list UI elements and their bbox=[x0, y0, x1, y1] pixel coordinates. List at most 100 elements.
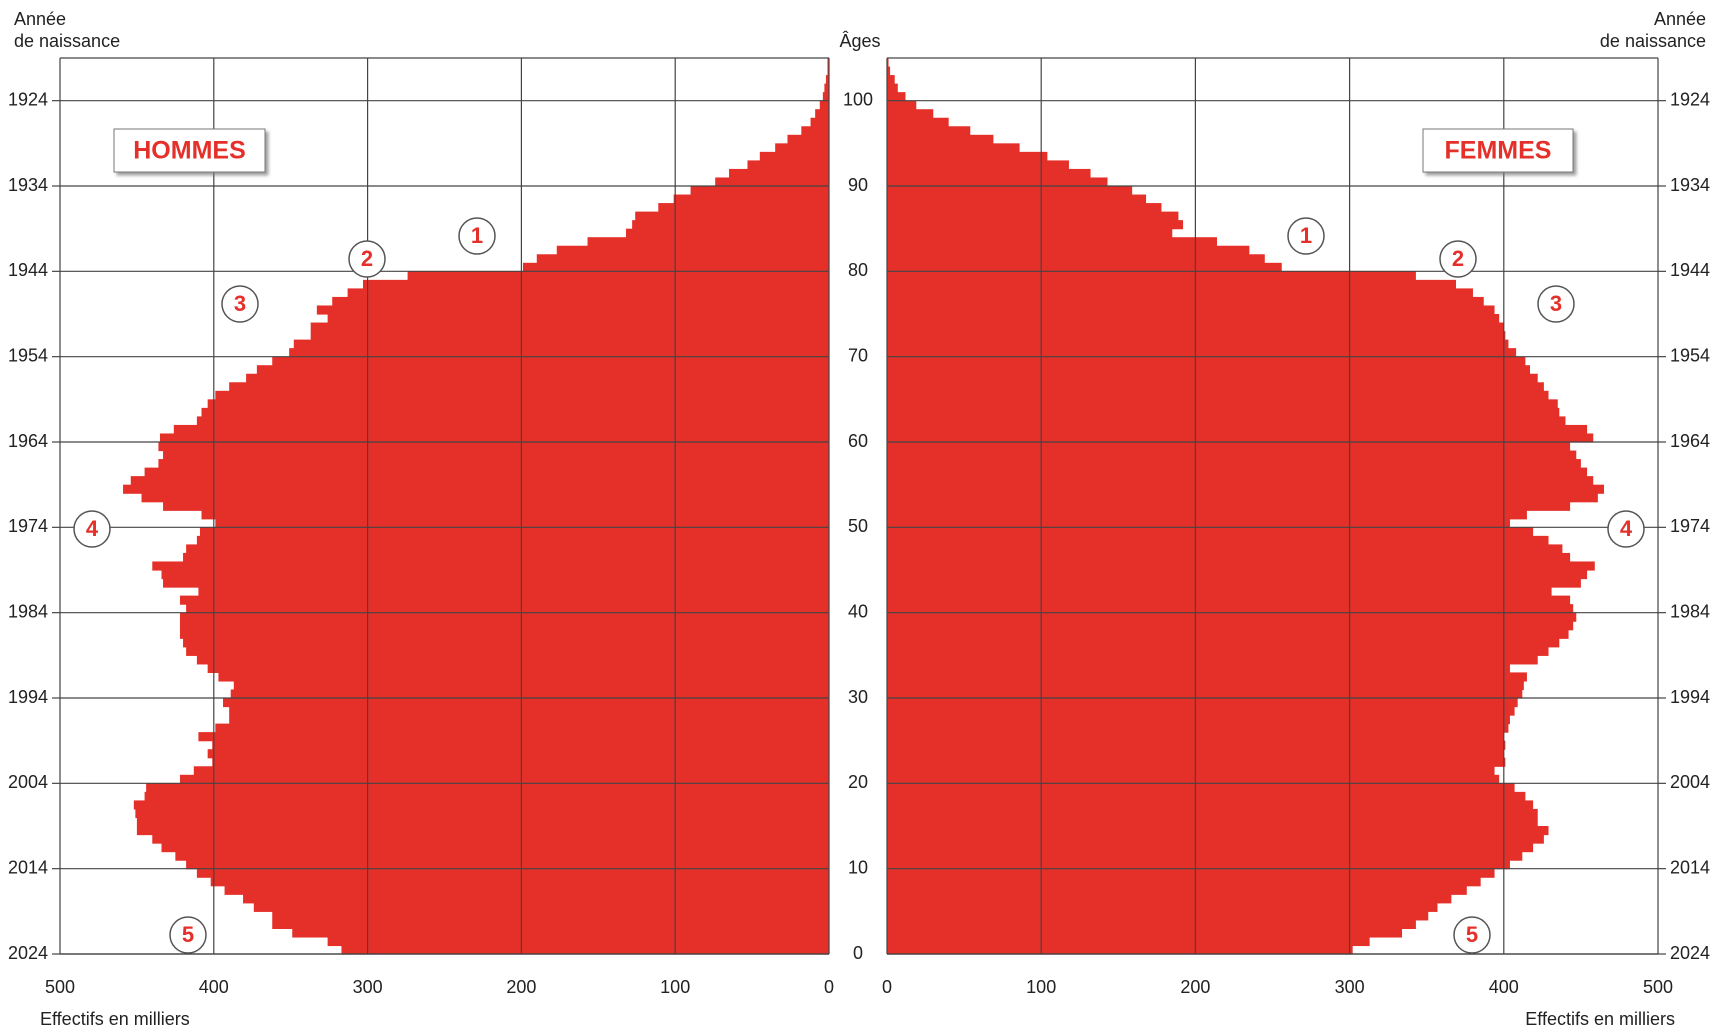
bar bbox=[887, 339, 1509, 349]
y2-tick-label: 1944 bbox=[8, 260, 48, 280]
bar bbox=[152, 834, 829, 844]
annotation: 2 bbox=[1452, 246, 1464, 271]
bar bbox=[887, 808, 1538, 819]
bar bbox=[341, 945, 829, 955]
bar bbox=[887, 476, 1594, 486]
annotation-circle bbox=[348, 240, 386, 278]
bar bbox=[327, 936, 829, 947]
bar bbox=[272, 911, 829, 921]
bar bbox=[625, 228, 829, 238]
bar bbox=[158, 442, 829, 452]
bar bbox=[218, 672, 829, 682]
bar bbox=[887, 75, 895, 85]
y-axis-label: Âges bbox=[839, 31, 880, 51]
bar bbox=[887, 578, 1581, 588]
bar bbox=[522, 262, 829, 272]
bar bbox=[887, 211, 1179, 221]
annotation: 2 bbox=[361, 246, 373, 271]
bar bbox=[224, 885, 830, 895]
bar bbox=[887, 331, 1506, 341]
bar bbox=[136, 826, 829, 836]
bar bbox=[186, 604, 830, 614]
panel-box bbox=[1422, 128, 1574, 173]
bar bbox=[887, 66, 891, 76]
y-tick-label: 0 bbox=[853, 943, 863, 963]
bar bbox=[887, 407, 1560, 417]
annotation: 3 bbox=[234, 291, 246, 316]
bar bbox=[163, 578, 829, 588]
bar bbox=[215, 723, 829, 733]
bar bbox=[827, 58, 829, 68]
annotation: 5 bbox=[182, 922, 194, 947]
bar bbox=[887, 58, 889, 68]
annotation: 5 bbox=[1466, 922, 1478, 947]
x-tick-label: 0 bbox=[824, 977, 834, 997]
bar bbox=[824, 83, 829, 93]
bar bbox=[887, 305, 1495, 315]
annotation-circle bbox=[169, 916, 207, 954]
bar bbox=[887, 561, 1595, 571]
bar bbox=[161, 570, 829, 580]
y2-axis-label: Année bbox=[14, 9, 66, 29]
y-tick-label: 80 bbox=[848, 260, 868, 280]
bar bbox=[229, 706, 829, 716]
bar bbox=[887, 484, 1605, 494]
y2-tick-label: 1984 bbox=[1670, 601, 1710, 621]
annotation-circle bbox=[1453, 916, 1491, 954]
bar bbox=[146, 783, 830, 793]
bar bbox=[887, 186, 1133, 196]
bar bbox=[887, 655, 1538, 665]
annotation: 1 bbox=[1300, 223, 1312, 248]
y-tick-label: 20 bbox=[848, 772, 868, 792]
y2-tick-label: 1994 bbox=[1670, 687, 1710, 707]
bar bbox=[887, 843, 1534, 853]
bar bbox=[536, 254, 829, 264]
bar bbox=[887, 109, 934, 119]
bar bbox=[887, 151, 1048, 161]
y2-tick-label: 2024 bbox=[1670, 943, 1710, 963]
bar bbox=[207, 749, 829, 759]
bar bbox=[887, 220, 1184, 230]
panel-box bbox=[113, 128, 266, 173]
bar bbox=[887, 254, 1265, 264]
y2-tick-label: 2004 bbox=[1670, 772, 1710, 792]
legend-label: HOMMES bbox=[133, 137, 246, 165]
bar bbox=[179, 621, 830, 631]
y2-axis-label: de naissance bbox=[1600, 31, 1706, 51]
bar bbox=[272, 356, 829, 366]
bar bbox=[193, 766, 829, 776]
bar bbox=[887, 689, 1523, 699]
bar bbox=[822, 92, 829, 102]
bar bbox=[815, 109, 829, 119]
bar bbox=[887, 493, 1598, 503]
bar bbox=[887, 885, 1467, 895]
bar bbox=[729, 168, 829, 179]
x-tick-label: 100 bbox=[660, 977, 690, 997]
bar bbox=[887, 527, 1534, 537]
bar bbox=[887, 902, 1438, 912]
bar bbox=[887, 911, 1429, 921]
y2-tick-label: 1954 bbox=[8, 345, 48, 365]
y2-tick-label: 1994 bbox=[8, 687, 48, 707]
bar bbox=[135, 808, 829, 819]
bar bbox=[887, 100, 917, 110]
bar bbox=[887, 450, 1577, 460]
x-axis-label: Effectifs en milliers bbox=[40, 1009, 190, 1029]
annotation: 3 bbox=[1550, 291, 1562, 316]
bar bbox=[887, 535, 1549, 545]
bar bbox=[887, 143, 1020, 153]
bar bbox=[310, 331, 830, 341]
bar bbox=[887, 168, 1091, 179]
bar bbox=[196, 655, 829, 665]
bar bbox=[887, 194, 1147, 204]
y2-tick-label: 1964 bbox=[1670, 431, 1710, 451]
y2-tick-label: 2014 bbox=[8, 857, 48, 877]
bar bbox=[887, 834, 1544, 844]
bar bbox=[887, 595, 1571, 605]
bar bbox=[316, 305, 829, 315]
x-tick-label: 400 bbox=[1489, 977, 1519, 997]
bar bbox=[887, 868, 1495, 878]
bar bbox=[801, 126, 829, 136]
bar bbox=[223, 698, 829, 708]
y2-tick-label: 2014 bbox=[1670, 857, 1710, 877]
